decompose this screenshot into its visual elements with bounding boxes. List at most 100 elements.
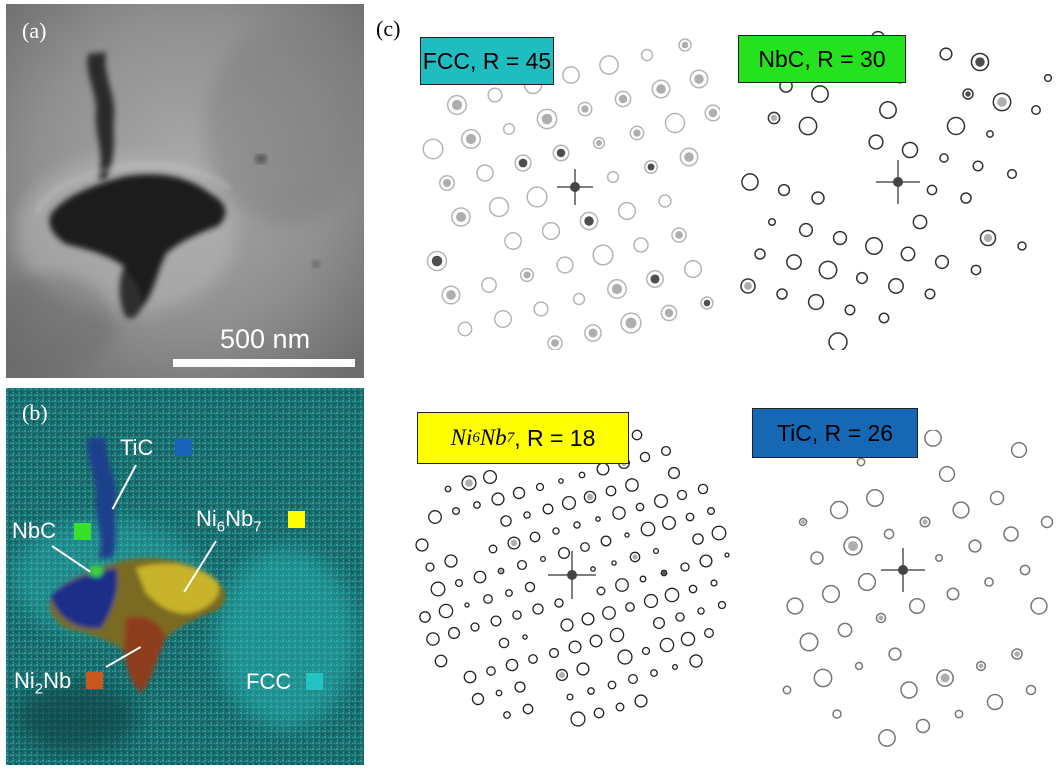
diffraction-spot: [593, 707, 605, 719]
tic-diffraction-pattern: [782, 430, 1054, 747]
diffraction-spot: [680, 562, 690, 572]
diffraction-spot: [502, 122, 516, 136]
diffraction-spot: [652, 547, 660, 555]
diffraction-spot: [689, 654, 703, 668]
diffraction-spot: [578, 471, 586, 479]
diffraction-spot: [576, 662, 590, 676]
diffraction-spot: [519, 267, 535, 283]
diffraction-spot: [558, 478, 564, 484]
diffraction-spot: [584, 324, 602, 342]
diffraction-spot: [595, 516, 601, 522]
diffraction-spot-intensity: [588, 328, 598, 338]
diffraction-spot: [426, 250, 448, 272]
diffraction-spot-intensity: [744, 282, 752, 290]
diffraction-spot: [807, 293, 825, 311]
diffraction-spot: [875, 612, 887, 624]
diffraction-spot: [935, 554, 943, 562]
diffraction-spot: [837, 622, 853, 638]
diffraction-spot: [832, 709, 842, 719]
diffraction-spot: [989, 490, 1005, 506]
diffraction-spot: [583, 490, 597, 504]
diffraction-spot-intensity: [878, 615, 884, 621]
diffraction-spot: [438, 603, 454, 619]
diffraction-spot-intensity: [551, 339, 559, 347]
diffraction-spot: [888, 278, 904, 294]
diffraction-spot: [754, 248, 766, 260]
diffraction-spot-intensity: [650, 274, 660, 284]
diffraction-spot: [908, 597, 926, 615]
diffraction-spot: [717, 600, 727, 610]
diffraction-spot: [660, 445, 672, 457]
diffraction-spot: [505, 658, 519, 672]
diffraction-spot-intensity: [443, 179, 451, 187]
diffraction-spot: [1019, 564, 1031, 576]
diffraction-spot: [524, 581, 536, 593]
diffraction-spot: [532, 603, 544, 615]
diffraction-spot: [939, 153, 949, 163]
diffraction-spot: [640, 521, 656, 537]
diffraction-spot: [653, 493, 669, 509]
diffraction-spot: [486, 666, 496, 676]
diffraction-spot: [634, 694, 648, 708]
scale-bar-label: 500 nm: [220, 324, 311, 354]
diffraction-spot: [811, 191, 825, 205]
diffraction-spot: [596, 462, 610, 476]
diffraction-spot: [446, 94, 468, 116]
diffraction-spot: [535, 482, 545, 492]
panel-c-letter: (c): [376, 16, 401, 41]
diffraction-spot: [650, 669, 658, 677]
diffraction-spot: [639, 575, 647, 583]
diffraction-spot: [915, 718, 931, 734]
diffraction-spot: [573, 521, 581, 529]
diffraction-spot: [528, 654, 538, 664]
diffraction-spot: [615, 702, 625, 712]
diffraction-spot: [602, 606, 616, 620]
diffraction-spot: [451, 506, 461, 516]
diffraction-spot: [447, 626, 461, 640]
diffraction-spot: [952, 501, 970, 519]
diffraction-spot: [599, 55, 619, 75]
diffraction-spot: [627, 673, 639, 685]
diffraction-spot-intensity: [684, 152, 694, 162]
diffraction-spot: [879, 101, 897, 119]
diffraction-spot-intensity: [983, 233, 993, 243]
diffraction-spot: [476, 164, 494, 182]
diffraction-spot: [659, 637, 675, 653]
diffraction-spot-intensity: [922, 519, 928, 525]
diffraction-spot: [556, 256, 574, 274]
diffraction-spot: [561, 495, 577, 511]
ni6nb7-r-label: Ni 6 Nb 7, R = 18: [417, 412, 629, 464]
diffraction-spot-intensity: [940, 673, 950, 683]
diffraction-spot-intensity: [978, 663, 984, 669]
diffraction-spot: [888, 647, 902, 661]
diffraction-spot: [641, 646, 651, 656]
diffraction-spot: [461, 475, 477, 491]
diffraction-spot: [500, 515, 512, 527]
diffraction-spot: [697, 483, 709, 495]
diffraction-spot: [699, 554, 713, 568]
diffraction-spot: [526, 186, 548, 208]
diffraction-spot: [1011, 648, 1023, 660]
diffraction-spot: [660, 304, 678, 322]
diffraction-spot: [660, 569, 668, 577]
diffraction-spot-intensity: [681, 41, 689, 49]
diffraction-spot: [740, 278, 756, 294]
diffraction-spot: [821, 584, 841, 604]
diffraction-spot: [664, 112, 686, 134]
diffraction-spot: [934, 254, 950, 270]
diffraction-spot: [464, 602, 470, 608]
diffraction-spot: [633, 237, 649, 253]
diffraction-spot: [572, 292, 586, 306]
tem-image-panel: (a) 500 nm: [6, 4, 364, 378]
diffraction-spot: [643, 593, 659, 609]
diffraction-spot: [580, 542, 590, 552]
diffraction-spot: [592, 136, 606, 150]
diffraction-spot: [972, 160, 984, 172]
diffraction-spot: [970, 52, 990, 72]
diffraction-spot: [724, 552, 730, 558]
diffraction-spot-intensity: [801, 520, 805, 524]
diffraction-spot: [799, 632, 819, 652]
diffraction-spot-intensity: [632, 554, 638, 560]
fcc-diffraction-pattern: [422, 38, 720, 350]
diffraction-spot: [926, 184, 938, 196]
